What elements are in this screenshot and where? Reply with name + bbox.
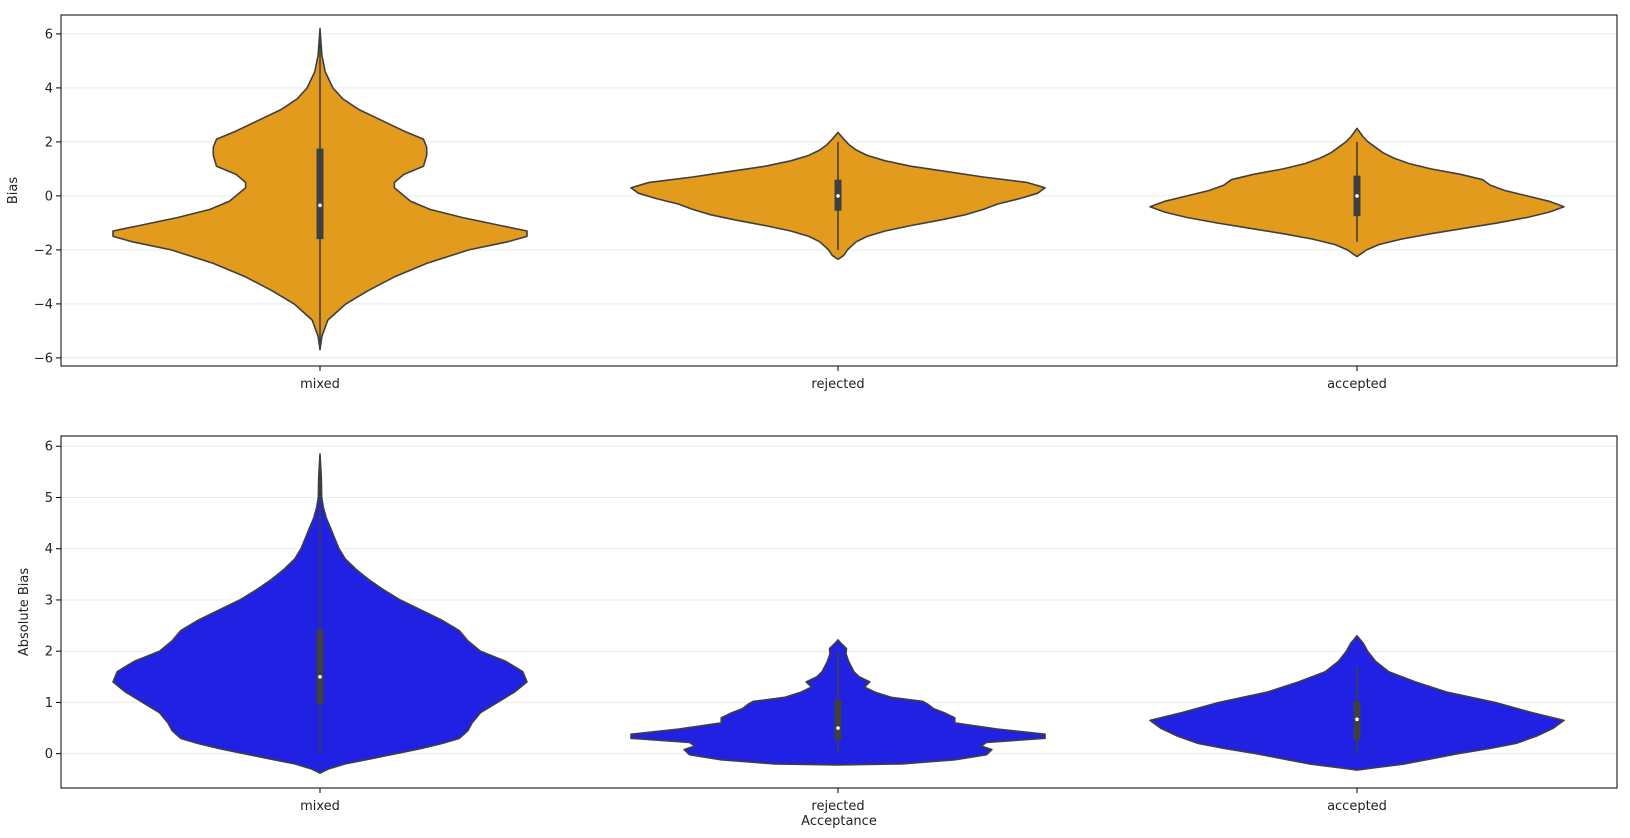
y-tick-label: −6 (34, 351, 53, 366)
plot-frame (60, 435, 1618, 789)
plot-frame (60, 14, 1618, 367)
y-tick-label: −4 (34, 297, 53, 312)
y-tick-label: 4 (45, 542, 53, 557)
y-tick-label: −2 (34, 243, 53, 258)
y-axis-label: Absolute Bias (17, 568, 32, 656)
violin-median-accepted (1355, 717, 1359, 722)
chart-1: 0 1 2 3 4 5 6 mixed rejected accepted Absolute Bia… (17, 435, 1618, 829)
y-tick-label: 5 (45, 491, 53, 506)
x-tick-label-rejected: rejected (811, 799, 864, 814)
x-tick-label-rejected: rejected (811, 377, 864, 392)
violin-box-mixed (316, 148, 324, 240)
y-tick-label: 0 (45, 189, 53, 204)
y-tick-label: 1 (45, 696, 53, 711)
violin-box-rejected (834, 699, 842, 740)
x-tick-label-mixed: mixed (300, 799, 340, 814)
y-tick-label: 2 (45, 645, 53, 660)
chart-0: −6 −4 −2 0 2 4 6 mixed rejected accepted Bias (6, 14, 1618, 392)
x-tick-label-accepted: accepted (1327, 799, 1387, 814)
y-tick-label: 2 (45, 135, 53, 150)
violin-median-rejected (836, 726, 840, 730)
y-tick-label: 3 (45, 593, 53, 608)
y-tick-label: 6 (45, 440, 53, 455)
y-axis-label: Bias (6, 177, 21, 204)
x-axis-label: Acceptance (801, 814, 877, 829)
y-tick-label: 4 (45, 81, 53, 96)
violin-median-mixed (318, 203, 322, 208)
x-tick-label-accepted: accepted (1327, 377, 1387, 392)
y-tick-label: 0 (45, 747, 53, 762)
violin-median-accepted (1355, 194, 1359, 198)
violin-median-mixed (318, 675, 322, 679)
violin-box-mixed (316, 629, 324, 704)
y-tick-label: 6 (45, 27, 53, 42)
x-tick-label-mixed: mixed (300, 377, 340, 392)
violin-median-rejected (836, 194, 840, 198)
